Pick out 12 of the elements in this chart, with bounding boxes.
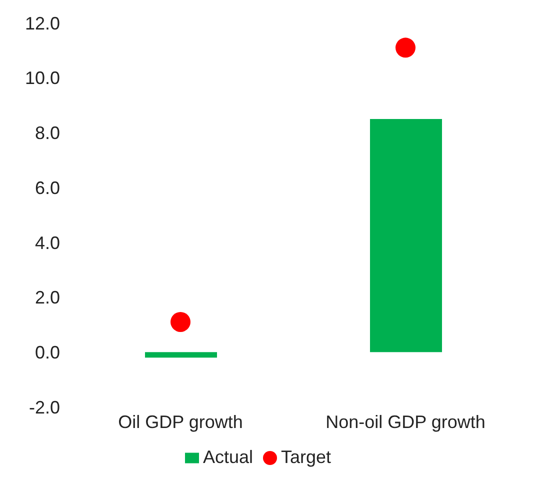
legend-label: Target — [281, 447, 332, 467]
y-tick-label: 10.0 — [24, 68, 60, 88]
x-tick-label: Oil GDP growth — [118, 412, 243, 432]
y-tick-label: -2.0 — [28, 397, 60, 418]
y-tick-label: 4.0 — [34, 232, 60, 253]
legend-label: Actual — [202, 447, 253, 467]
y-tick-label: 8.0 — [34, 123, 60, 144]
y-tick-label: 2.0 — [34, 288, 60, 308]
x-tick-label: Non-oil GDP growth — [326, 412, 486, 432]
y-tick-label: 6.0 — [34, 178, 60, 198]
y-tick-label: 12.0 — [24, 13, 60, 34]
y-tick-label: 0.0 — [34, 342, 60, 363]
